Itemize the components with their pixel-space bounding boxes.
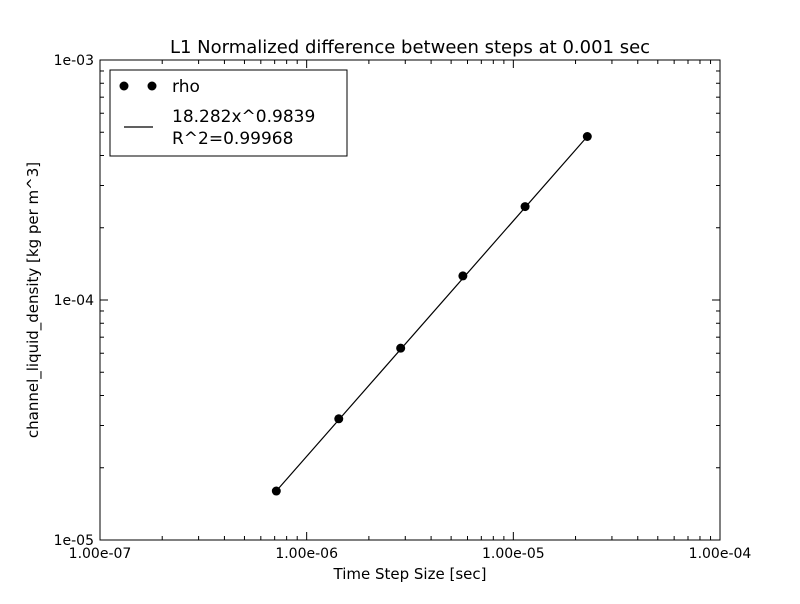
data-point (582, 132, 592, 142)
tick-labels: 1.00e-07 1.00e-06 1.00e-05 1.00e-04 1e-05 1e-… (54, 53, 752, 562)
legend-label-fit: 18.282x^0.9839 (172, 107, 315, 127)
legend: rho 18.282x^0.9839 R^2=0.99968 (109, 69, 348, 157)
data-point (458, 271, 468, 281)
plot-area (99, 59, 721, 541)
y-tick-label: 1e-04 (54, 293, 94, 309)
legend-marker-rho (147, 81, 157, 91)
data-point (271, 486, 281, 496)
y-axis-label: channel_liquid_density [kg per m^3] (24, 162, 43, 438)
series-layer (271, 132, 592, 496)
x-tick-label: 1.00e-07 (69, 546, 132, 562)
chart-title: L1 Normalized difference between steps a… (170, 37, 650, 58)
data-point (396, 343, 406, 353)
y-tick-label: 1e-03 (54, 53, 94, 69)
fit-line (275, 136, 588, 492)
x-tick-label: 1.00e-04 (689, 546, 752, 562)
x-tick-label: 1.00e-05 (482, 546, 545, 562)
data-point (334, 414, 344, 424)
y-tick-label: 1e-05 (54, 533, 94, 549)
x-tick-label: 1.00e-06 (275, 546, 338, 562)
axis-ticks (99, 59, 721, 541)
legend-label-r2: R^2=0.99968 (172, 129, 293, 149)
legend-marker-rho (119, 81, 129, 91)
data-point (520, 202, 530, 212)
x-axis-label: Time Step Size [sec] (333, 565, 487, 583)
legend-label-rho: rho (172, 77, 200, 97)
